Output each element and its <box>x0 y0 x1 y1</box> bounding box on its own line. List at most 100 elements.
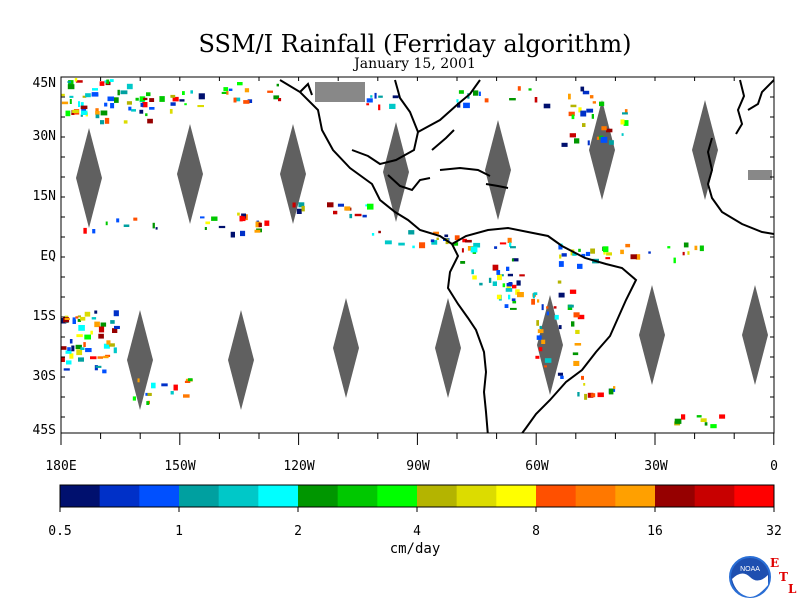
rain-cell <box>488 277 492 283</box>
rain-cell <box>95 365 102 368</box>
rain-cell <box>76 334 83 338</box>
colorbar-tick-label: 2 <box>294 524 302 539</box>
rain-cell <box>463 102 470 109</box>
rain-cell <box>453 242 459 246</box>
colorbar-swatch <box>337 485 378 507</box>
colorbar-swatch <box>258 485 299 507</box>
rain-cell <box>506 285 511 291</box>
rain-cell <box>100 110 108 116</box>
rain-cell <box>574 343 582 346</box>
rain-cell <box>107 96 114 102</box>
colorbar-swatch <box>575 485 616 507</box>
rain-cell <box>90 330 93 335</box>
rain-cell <box>554 314 559 320</box>
rain-cell <box>152 222 155 229</box>
rain-cell <box>592 101 596 104</box>
rain-cell <box>492 281 497 286</box>
rain-cell <box>230 231 235 238</box>
rain-cell <box>139 96 146 102</box>
rain-cell <box>247 99 253 103</box>
rain-cell <box>91 317 97 320</box>
rain-cell <box>584 393 588 400</box>
swath-gap <box>177 124 203 224</box>
rain-cell <box>237 82 243 86</box>
rain-cell <box>436 237 439 240</box>
rain-cell <box>608 140 614 145</box>
rain-cell <box>78 357 84 362</box>
rain-cell <box>578 107 582 113</box>
rain-cell <box>378 95 383 98</box>
rain-cell <box>608 388 614 395</box>
rain-cell <box>133 217 138 221</box>
lon-label: 30W <box>644 459 668 474</box>
rain-cell <box>74 78 78 82</box>
rain-cell <box>419 242 426 249</box>
rain-cell <box>204 227 207 230</box>
rain-cell <box>61 346 67 350</box>
rain-cell <box>457 102 461 108</box>
rain-cell <box>536 320 539 326</box>
rain-cell <box>98 326 105 333</box>
rain-cell <box>140 103 144 107</box>
rain-cell <box>392 95 399 99</box>
rain-cell <box>587 140 590 146</box>
swath-gap <box>639 285 665 385</box>
rain-cell <box>80 114 83 117</box>
rain-cell <box>172 96 179 102</box>
rain-cell <box>470 246 478 253</box>
rain-cell <box>558 292 565 298</box>
rain-cell <box>512 300 517 304</box>
rain-cell <box>648 251 651 254</box>
rain-cell <box>72 319 76 324</box>
rain-cell <box>92 229 96 234</box>
noaa-logo-icon: NOAA <box>729 556 771 598</box>
rain-cell <box>91 92 99 97</box>
rain-cell <box>278 98 282 102</box>
swath-gap <box>76 128 102 228</box>
rain-cell <box>699 245 704 252</box>
rain-cell <box>484 98 489 103</box>
rain-cell <box>362 214 367 218</box>
latitude-labels: 45N 30N 15N EQ 15S 30S 45S <box>33 76 57 438</box>
rain-cell <box>601 126 607 131</box>
logo-text: NOAA <box>740 566 760 573</box>
rain-cell <box>557 280 562 284</box>
rain-cell <box>99 81 105 86</box>
rain-cell <box>80 347 85 350</box>
rain-cell <box>710 424 717 429</box>
rain-cell <box>146 92 151 97</box>
rain-cell <box>511 258 514 262</box>
rain-cell <box>110 320 115 324</box>
rain-cell <box>582 90 590 95</box>
rain-cell <box>182 91 185 95</box>
rain-cell <box>630 254 637 260</box>
rain-cell <box>586 108 594 113</box>
swath-gap <box>333 298 359 398</box>
rain-cell <box>502 283 506 288</box>
rain-cell <box>496 294 502 300</box>
rain-cell <box>106 340 111 345</box>
rain-cell <box>504 304 509 308</box>
rain-cell <box>558 243 563 250</box>
rain-cell <box>77 315 81 318</box>
rain-cell <box>433 231 439 235</box>
rain-cell <box>603 246 609 253</box>
swath-gap <box>435 298 461 398</box>
swath-gap <box>742 285 768 385</box>
rain-cell <box>241 216 246 222</box>
rain-cell <box>97 356 103 359</box>
rain-cell <box>624 109 628 114</box>
rain-cell <box>100 322 107 327</box>
rain-cell <box>543 103 551 109</box>
rain-cell <box>572 352 579 356</box>
rain-cell <box>77 318 81 322</box>
rain-cell <box>223 87 229 92</box>
swath-gap <box>127 310 153 410</box>
rain-cell <box>147 392 152 396</box>
rain-cell <box>228 88 233 91</box>
colorbar-swatch <box>377 485 418 507</box>
colorbar-swatch <box>99 485 140 507</box>
rain-cell <box>471 269 474 275</box>
rain-cell <box>696 415 702 418</box>
rain-cell <box>378 104 381 111</box>
